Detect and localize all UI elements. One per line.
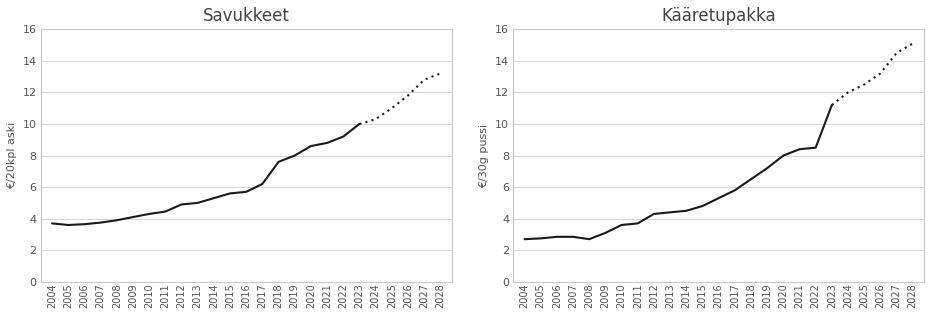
- Y-axis label: €/20kpl aski: €/20kpl aski: [7, 122, 17, 189]
- Title: Savukkeet: Savukkeet: [203, 7, 290, 25]
- Title: Kääretupakka: Kääretupakka: [661, 7, 776, 25]
- Y-axis label: €/30g pussi: €/30g pussi: [479, 123, 490, 188]
